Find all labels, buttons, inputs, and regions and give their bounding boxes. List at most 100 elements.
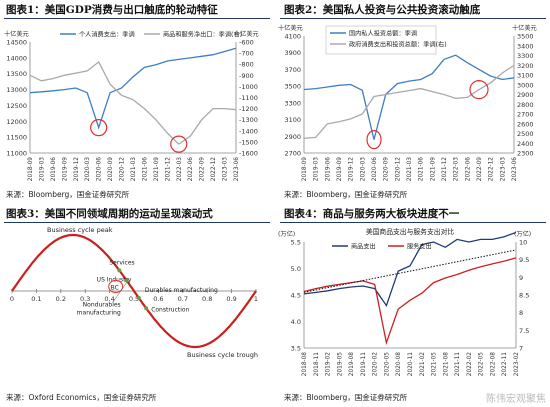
x-tick-label: 2022-05 (479, 352, 485, 377)
y-tick-right: 10 (519, 239, 527, 247)
y-tick-left: 4.5 (291, 292, 301, 300)
panel1-rule (4, 18, 270, 19)
x-tick-label: 0.3 (80, 295, 90, 303)
panel3-title: 图表3：美国不同领域周期的运动呈现滚动式 (6, 208, 213, 220)
x-tick-label: 2023-06 (234, 157, 240, 182)
x-tick-label: 2020-09 (108, 157, 114, 182)
y-tick-right: 3500 (517, 33, 534, 41)
x-tick-label: 0.2 (56, 295, 66, 303)
annotation-bc: BC (111, 285, 119, 292)
unit-left: (万亿) (278, 230, 295, 238)
y-tick-left: 11500 (6, 134, 27, 142)
marker-durables (136, 296, 141, 301)
leader-line (112, 282, 127, 303)
y-tick-right: -1400 (239, 127, 258, 135)
y-tick-right: 2700 (517, 111, 534, 119)
x-tick-label: 2019-08 (349, 352, 355, 377)
unit-left: 十亿美元 (278, 24, 303, 32)
x-tick-label: 2022-09 (477, 157, 483, 182)
x-tick-label: 2023-02 (514, 352, 520, 377)
x-tick-label: 2021-05 (432, 352, 438, 377)
x-tick-label: 2022-02 (467, 352, 473, 377)
highlight-circle (170, 135, 188, 153)
y-tick-right: -1600 (239, 150, 258, 158)
x-tick-label: 2019-12 (74, 157, 80, 182)
x-tick-label: 2020-09 (384, 157, 390, 182)
x-tick-label: 2018-11 (314, 352, 320, 377)
x-tick-label: 2023-03 (500, 157, 506, 182)
x-tick-label: 2020-12 (395, 157, 401, 182)
y-tick-left: 5.5 (291, 239, 301, 247)
legend-label: 个人消费支出：季调 (79, 31, 135, 39)
y-tick-left: 11000 (6, 150, 27, 158)
x-tick-label: 2019-03 (314, 157, 320, 182)
y-tick-right: 3200 (517, 62, 534, 70)
x-tick-label: 2020-06 (97, 157, 103, 182)
series-line-1 (303, 54, 515, 140)
x-tick-label: 2021-03 (131, 157, 137, 182)
y-tick-right: 2500 (517, 130, 534, 138)
x-tick-label: 2020-02 (373, 352, 379, 377)
y-tick-right: -1500 (239, 138, 258, 146)
x-tick-label: 2019-03 (39, 157, 45, 182)
y-tick-left: 3900 (284, 49, 301, 57)
series-line-2 (303, 64, 515, 140)
y-tick-left: 14000 (6, 54, 27, 62)
x-tick-label: 2023-03 (223, 157, 229, 182)
y-tick-right: -1100 (239, 94, 258, 102)
unit-left: 十亿美元 (4, 30, 29, 38)
x-tick-label: 2019-09 (62, 157, 68, 182)
x-tick-label: 2020-03 (360, 157, 366, 182)
y-tick-right: 2800 (517, 101, 534, 109)
y-tick-left: 13500 (6, 70, 27, 78)
highlight-circle (469, 80, 489, 100)
x-tick-label: 2022-12 (489, 157, 495, 182)
y-tick-right: -600 (239, 39, 254, 47)
x-tick-label: 2022-06 (465, 157, 471, 182)
x-tick-label: 2018-08 (302, 352, 308, 377)
x-tick-label: 2022-11 (502, 352, 508, 377)
y-tick-left: 12500 (6, 102, 27, 110)
x-tick-label: 2020-03 (85, 157, 91, 182)
unit-right: 十亿美元 (234, 30, 259, 38)
highlight-circle (90, 119, 108, 137)
y-tick-left: 4100 (284, 33, 301, 41)
x-tick-label: 2019-02 (326, 352, 332, 377)
x-tick-label: 2021-03 (407, 157, 413, 182)
x-tick-label: 2019-05 (337, 352, 343, 377)
x-tick-label: 2021-09 (154, 157, 160, 182)
chart-panel2: 2700 2900 3100 3300 3500 3700 3900 4100 2300 2400… (278, 24, 537, 182)
series-line-1 (29, 47, 237, 130)
x-tick-label: 2021-12 (442, 157, 448, 182)
x-tick-label: 0.4 (104, 295, 114, 303)
y-tick-left: 13000 (6, 86, 27, 94)
y-tick-right: 8.5 (519, 292, 529, 300)
y-tick-left: 14500 (6, 39, 27, 47)
x-tick-label: 2020-05 (384, 352, 390, 377)
y-tick-right: -1300 (239, 116, 258, 124)
cycle-curve (11, 233, 257, 349)
x-tick-label: 2020-08 (396, 352, 402, 377)
y-tick-left: 3700 (284, 66, 301, 74)
annotation-trough: Business cycle trough (187, 351, 258, 359)
y-tick-right: 3400 (517, 42, 534, 50)
y-tick-right: 9 (519, 274, 523, 282)
x-tick-label: 2022-06 (188, 157, 194, 182)
x-tick-label: 2018-09 (302, 157, 308, 182)
y-tick-right: 3000 (517, 81, 534, 89)
legend-box (325, 25, 437, 55)
panel4-rule (280, 222, 546, 223)
y-tick-left: 2900 (284, 133, 301, 141)
x-tick-label: 2018-09 (28, 157, 34, 182)
x-tick-label: 2020-12 (120, 157, 126, 182)
panel3-rule (4, 222, 270, 223)
x-tick-label: 2021-06 (142, 157, 148, 182)
y-tick-right: -800 (239, 61, 254, 69)
legend-label: 服务支出 (407, 243, 432, 251)
legend-label: 商品支出 (351, 243, 376, 251)
panel3-source: 来源：Oxford Economics，国金证券研究所 (6, 393, 157, 402)
highlight-circle (366, 130, 382, 150)
marker-us-industry (124, 278, 129, 283)
marker-construction (144, 306, 149, 311)
x-tick-label: 0.8 (202, 295, 212, 303)
